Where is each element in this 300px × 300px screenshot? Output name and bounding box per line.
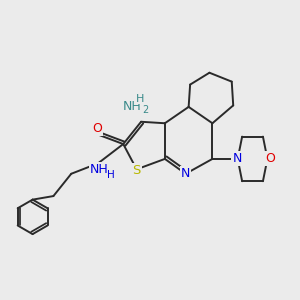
Text: S: S <box>132 164 141 177</box>
Text: NH: NH <box>90 164 109 176</box>
Text: N: N <box>181 167 190 180</box>
Text: H: H <box>106 170 114 180</box>
Text: N: N <box>232 152 242 165</box>
Text: O: O <box>265 152 275 165</box>
Text: O: O <box>92 122 102 135</box>
Text: 2: 2 <box>142 106 148 116</box>
Text: H: H <box>135 94 144 103</box>
Text: NH: NH <box>123 100 142 113</box>
